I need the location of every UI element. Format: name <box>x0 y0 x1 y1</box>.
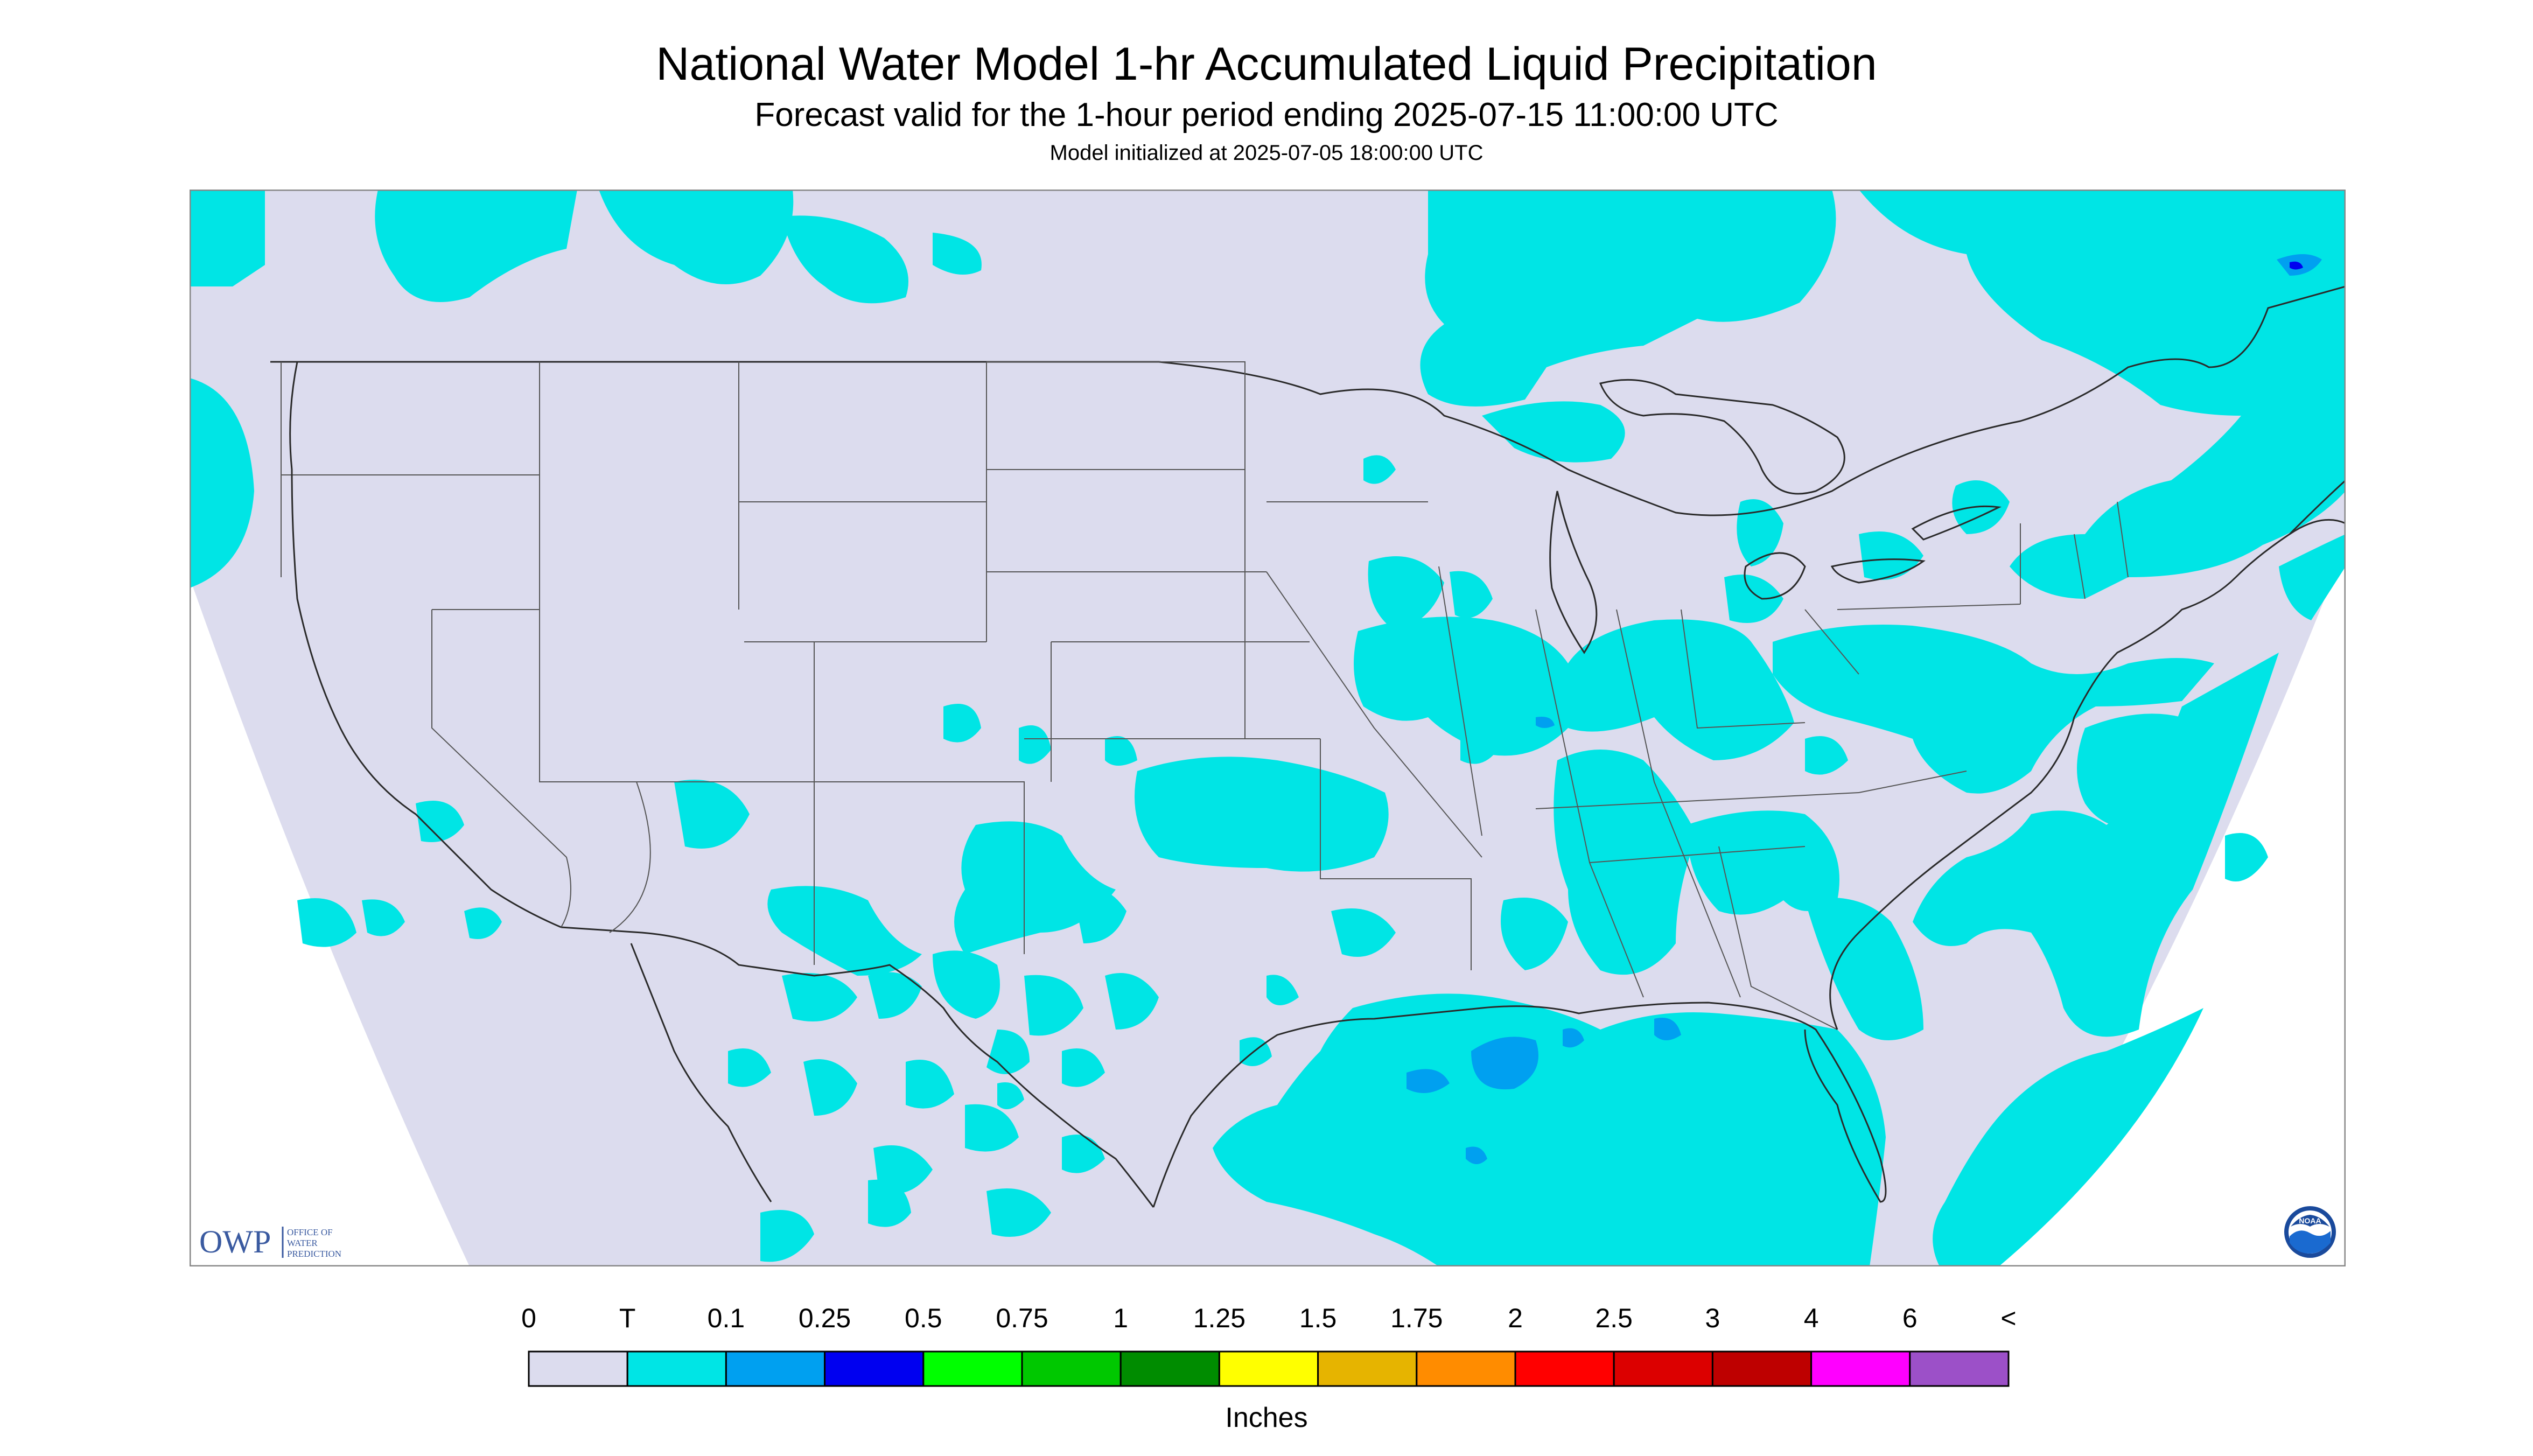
owp-logo-graphic: OWP OFFICE OF WATER PREDICTION <box>199 1224 341 1259</box>
legend-label: T <box>619 1303 636 1333</box>
legend-label: 0.75 <box>996 1303 1048 1333</box>
owp-logo-sub-1: OFFICE OF <box>287 1227 333 1237</box>
legend-swatch <box>1711 1350 1813 1387</box>
legend-label: 0.1 <box>708 1303 745 1333</box>
model-init-caption: Model initialized at 2025-07-05 18:00:00… <box>1049 141 1484 165</box>
legend-label: 1 <box>1113 1303 1128 1333</box>
legend-label: 0.5 <box>905 1303 942 1333</box>
legend-swatch <box>1119 1350 1220 1387</box>
legend-swatch <box>1514 1350 1615 1387</box>
legend-label: 3 <box>1705 1303 1720 1333</box>
owp-logo-sub-3: PREDICTION <box>287 1249 341 1259</box>
legend-swatch <box>626 1350 727 1387</box>
legend-label: 1.75 <box>1390 1303 1443 1333</box>
owp-logo-text: OWP <box>199 1224 271 1259</box>
legend-swatch <box>1613 1350 1713 1387</box>
owp-logo-sub-2: WATER <box>287 1238 318 1248</box>
map-border <box>190 190 2346 1266</box>
legend-labels: 0 T 0.1 0.25 0.5 0.75 1 1.25 1.5 1.75 2 2.5 3 4 6 < <box>521 1303 2017 1333</box>
legend-swatch <box>1810 1350 1911 1387</box>
legend-label: 2 <box>1508 1303 1523 1333</box>
precip-moderate-areas <box>2290 261 2303 270</box>
legend-swatch <box>1218 1350 1319 1387</box>
legend-swatch <box>725 1350 826 1387</box>
legend-swatches <box>528 1350 2010 1387</box>
legend-label: 6 <box>1902 1303 1918 1333</box>
precip-trace-areas <box>190 190 2346 1266</box>
legend-swatch <box>1021 1350 1122 1387</box>
legend-units: Inches <box>1225 1402 1307 1433</box>
owp-logo: OWP OFFICE OF WATER PREDICTION <box>199 1222 377 1263</box>
state-boundaries <box>281 361 2129 1030</box>
noaa-logo-graphic: NOAA <box>2284 1206 2336 1258</box>
noaa-logo: NOAA <box>2283 1205 2337 1262</box>
page-title: National Water Model 1-hr Accumulated Li… <box>656 38 1877 90</box>
precipitation-map <box>190 190 2346 1266</box>
precipitation-legend: 0 T 0.1 0.25 0.5 0.75 1 1.25 1.5 1.75 2 2.5 3 4 6 < Inc… <box>521 1303 2017 1433</box>
legend-swatch <box>824 1350 925 1387</box>
coastlines <box>289 361 2346 1208</box>
legend-label: 0 <box>521 1303 536 1333</box>
legend-swatch <box>1909 1350 2010 1387</box>
political-boundaries <box>270 285 2346 1208</box>
legend-label: 4 <box>1804 1303 1819 1333</box>
legend-swatch <box>1416 1350 1516 1387</box>
legend-swatch <box>1317 1350 1418 1387</box>
legend-swatch <box>528 1350 628 1387</box>
legend-label: < <box>2000 1303 2016 1333</box>
legend-label: 2.5 <box>1595 1303 1633 1333</box>
legend-label: 1.5 <box>1299 1303 1337 1333</box>
model-domain <box>190 190 2346 1266</box>
legend-label: 1.25 <box>1193 1303 1245 1333</box>
legend-swatch <box>922 1350 1023 1387</box>
noaa-logo-text: NOAA <box>2299 1216 2321 1225</box>
legend-label: 0.25 <box>799 1303 851 1333</box>
forecast-valid-subtitle: Forecast valid for the 1-hour period end… <box>754 96 1779 134</box>
